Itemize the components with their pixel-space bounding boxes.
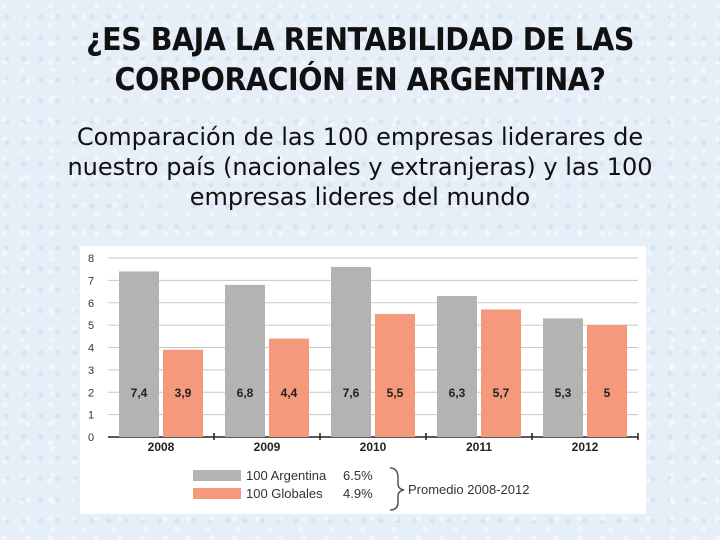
bar-argentina-2011 bbox=[437, 296, 477, 437]
x-tick-label-2008: 2008 bbox=[148, 440, 175, 454]
data-label-globales-2008: 3,9 bbox=[175, 386, 192, 400]
bar-argentina-2008 bbox=[119, 271, 159, 437]
legend-brace bbox=[389, 467, 405, 511]
y-tick-label-0: 0 bbox=[88, 432, 94, 444]
subtitle-line-3: empresas lideres del mundo bbox=[189, 183, 531, 211]
bar-argentina-2012 bbox=[543, 318, 583, 437]
data-label-argentina-2008: 7,4 bbox=[131, 386, 148, 400]
bar-argentina-2009 bbox=[225, 284, 265, 437]
legend-label-argentina: 100 Argentina bbox=[246, 468, 327, 483]
y-tick-label-7: 7 bbox=[88, 275, 94, 287]
bar-chart: 0 1 2 3 4 5 6 7 8 7,4 3,9 2008 6,8 4,4 2009 7,6 5,5 2010 6… bbox=[88, 253, 639, 511]
slide-title: ¿ES BAJA LA RENTABILIDAD DE LAS CORPORAC… bbox=[29, 20, 691, 100]
legend-average-argentina: 6.5% bbox=[343, 468, 373, 483]
bar-globales-2011 bbox=[481, 309, 521, 437]
data-label-argentina-2010: 7,6 bbox=[343, 386, 360, 400]
data-label-globales-2012: 5 bbox=[604, 386, 611, 400]
x-tick-label-2009: 2009 bbox=[254, 440, 281, 454]
y-tick-label-8: 8 bbox=[88, 253, 94, 265]
chart-panel: 0 1 2 3 4 5 6 7 8 7,4 3,9 2008 6,8 4,4 2009 7,6 5,5 2010 6… bbox=[80, 246, 646, 514]
bar-globales-2009 bbox=[269, 338, 309, 437]
x-tick-label-2010: 2010 bbox=[360, 440, 387, 454]
title-line-1: ¿ES BAJA LA RENTABILIDAD DE LAS bbox=[86, 22, 634, 58]
legend-average-globales: 4.9% bbox=[343, 486, 373, 501]
data-label-argentina-2012: 5,3 bbox=[555, 386, 572, 400]
data-label-globales-2011: 5,7 bbox=[493, 386, 510, 400]
slide-subtitle: Comparación de las 100 empresas liderare… bbox=[0, 122, 720, 212]
x-tick-label-2012: 2012 bbox=[572, 440, 599, 454]
y-tick-label-5: 5 bbox=[88, 320, 94, 332]
y-tick-label-6: 6 bbox=[88, 298, 94, 310]
y-tick-label-2: 2 bbox=[88, 387, 94, 399]
bar-globales-2008 bbox=[163, 349, 203, 437]
bar-argentina-2010 bbox=[331, 266, 371, 437]
data-label-argentina-2009: 6,8 bbox=[237, 386, 254, 400]
data-label-globales-2010: 5,5 bbox=[387, 386, 404, 400]
legend-swatch-argentina bbox=[193, 470, 241, 481]
data-label-argentina-2011: 6,3 bbox=[449, 386, 466, 400]
bar-globales-2012 bbox=[587, 325, 627, 437]
data-label-globales-2009: 4,4 bbox=[281, 386, 298, 400]
legend-label-globales: 100 Globales bbox=[246, 486, 323, 501]
y-tick-label-3: 3 bbox=[88, 365, 94, 377]
subtitle-line-1: Comparación de las 100 empresas liderare… bbox=[76, 123, 644, 151]
y-tick-label-1: 1 bbox=[88, 410, 94, 422]
title-line-2: CORPORACIÓN EN ARGENTINA? bbox=[114, 62, 606, 98]
bar-globales-2010 bbox=[375, 313, 415, 437]
legend-swatch-globales bbox=[193, 488, 241, 499]
y-tick-label-4: 4 bbox=[88, 343, 94, 355]
x-tick-label-2011: 2011 bbox=[466, 440, 492, 454]
legend-note: Promedio 2008-2012 bbox=[408, 482, 529, 497]
subtitle-line-2: nuestro país (nacionales y extranjeras) … bbox=[67, 153, 653, 181]
